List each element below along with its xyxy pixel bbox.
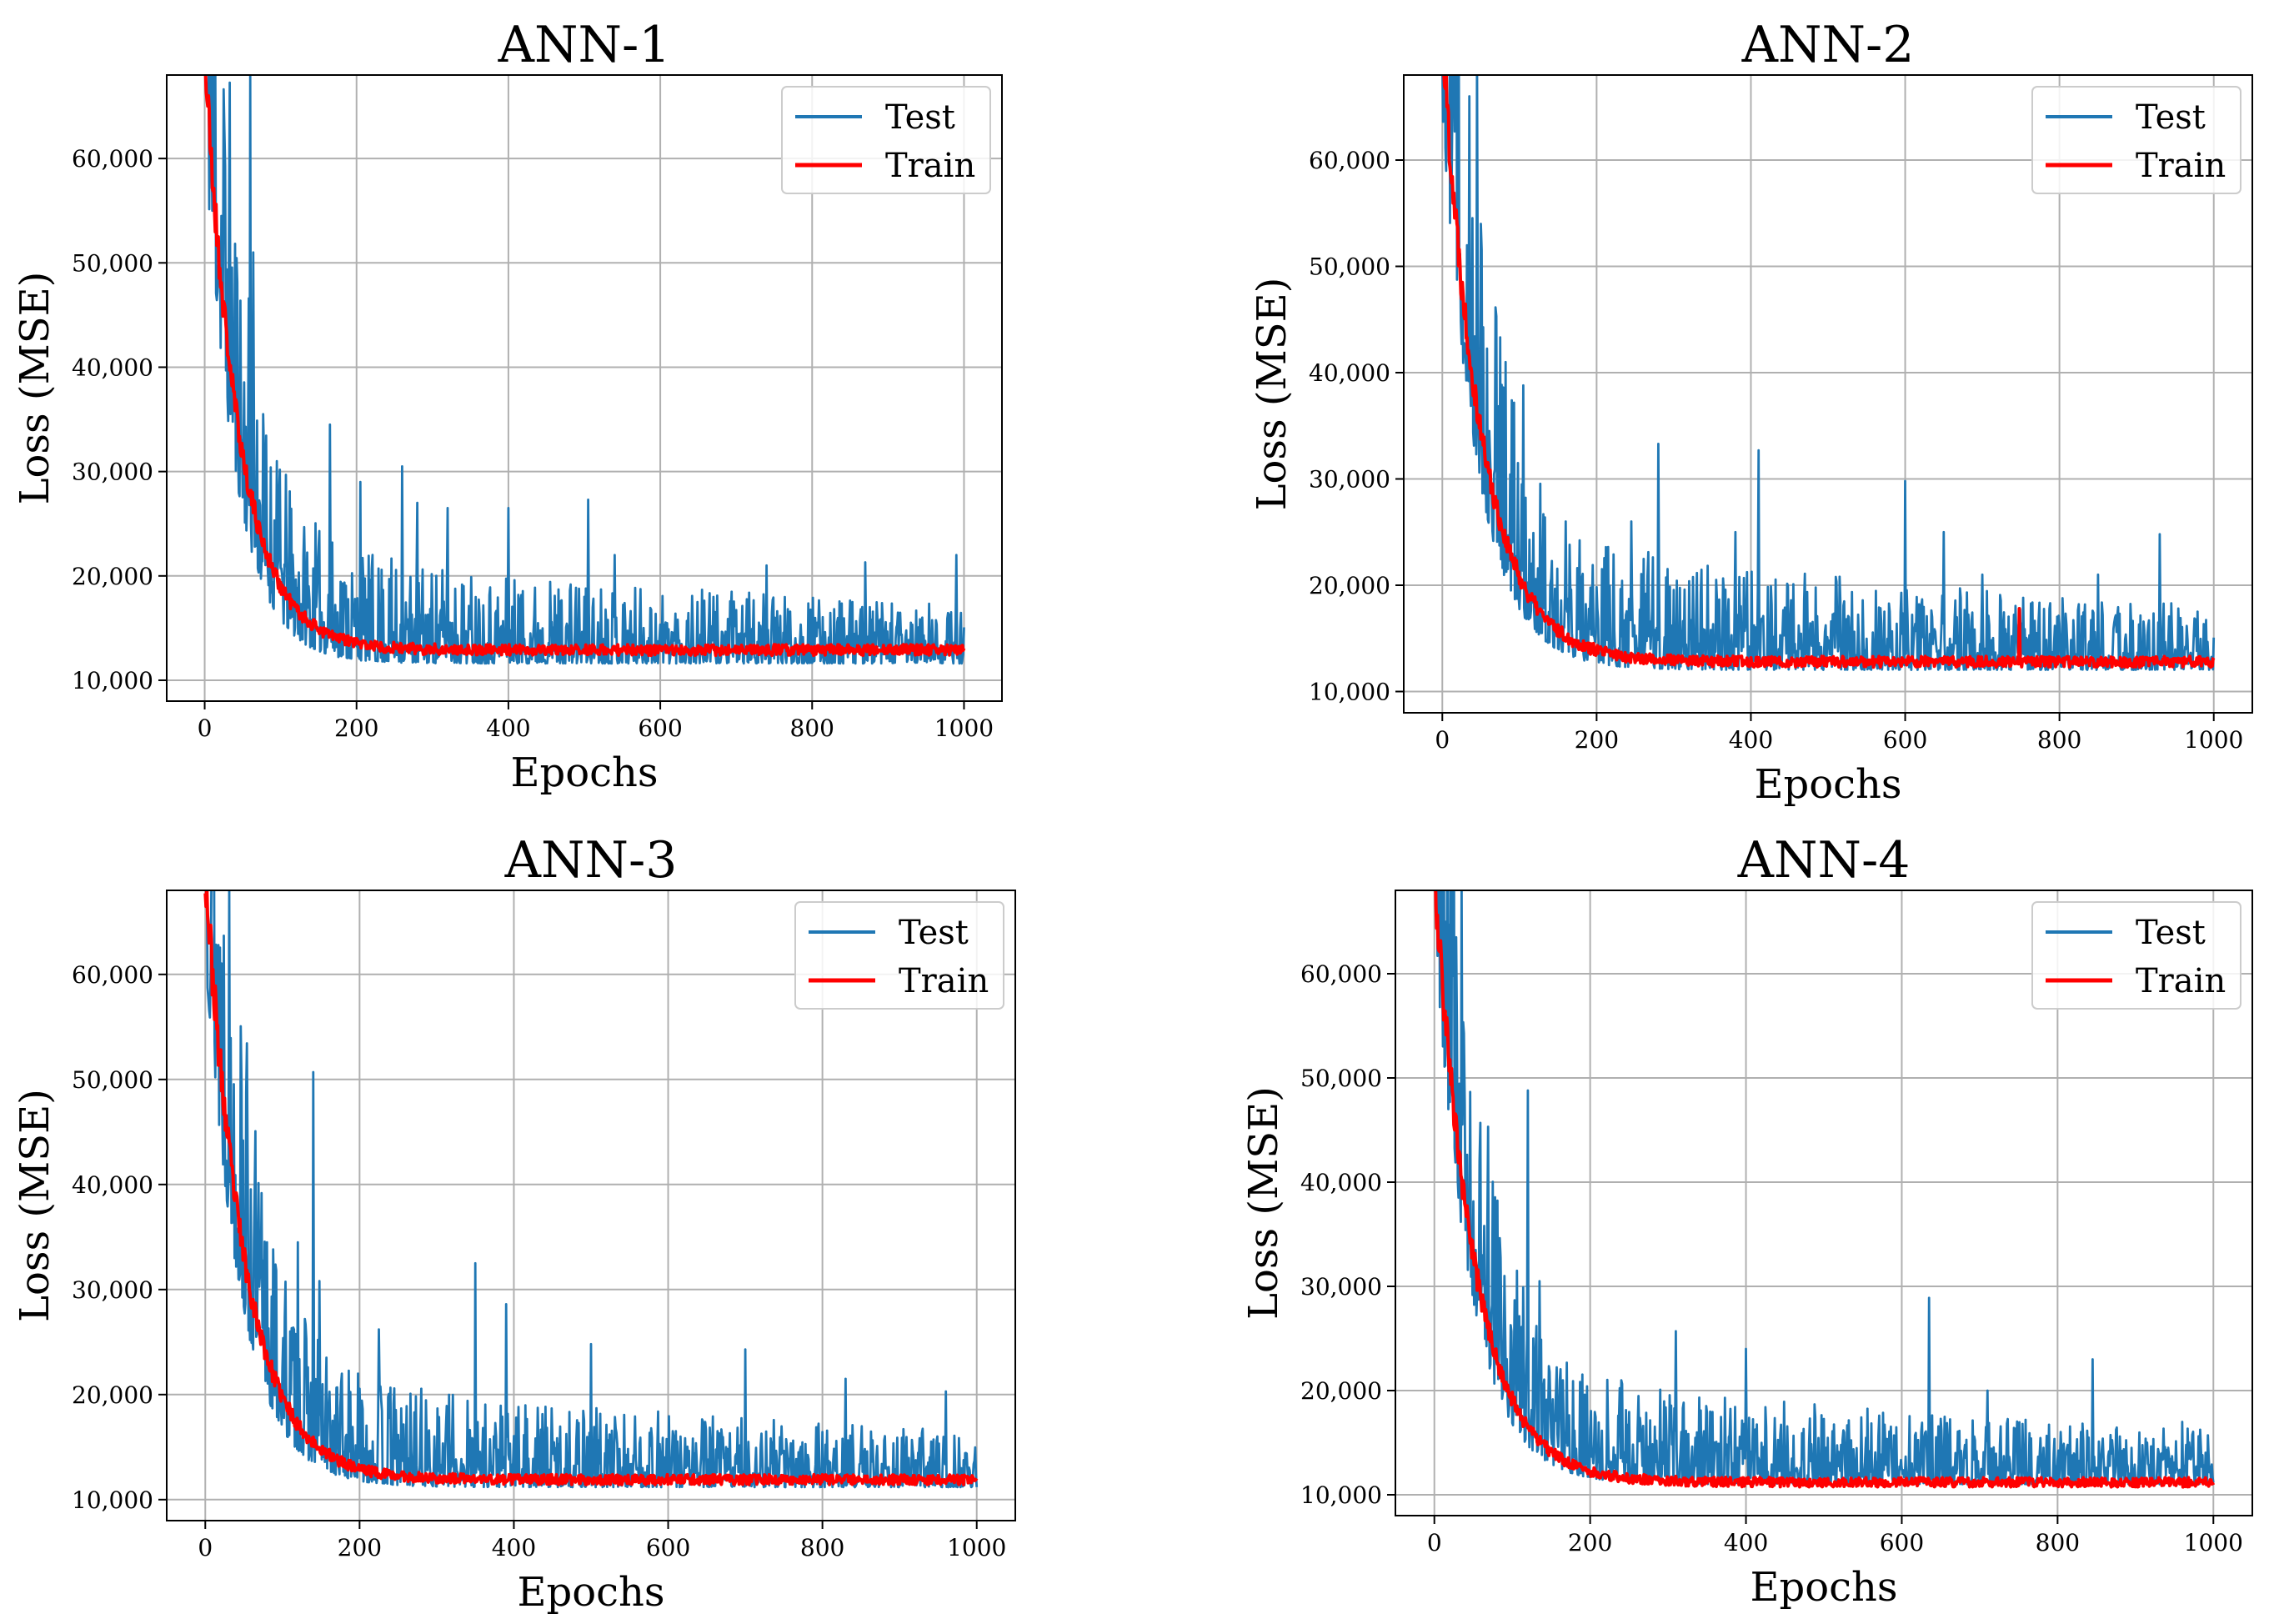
chart-title: ANN-4 <box>1737 831 1911 890</box>
x-tick-label: 400 <box>486 714 530 742</box>
series-line-test <box>204 890 979 1489</box>
y-tick-label: 60,000 <box>72 145 153 173</box>
y-tick-label: 50,000 <box>72 249 153 277</box>
x-axis-label: Epochs <box>510 749 658 796</box>
x-tick-label: 1000 <box>2184 726 2243 754</box>
x-tick-label: 200 <box>334 714 378 742</box>
x-tick-label: 0 <box>1427 1529 1442 1556</box>
chart-title: ANN-3 <box>504 831 678 890</box>
x-tick-label: 800 <box>790 714 834 742</box>
legend: Test Train <box>2031 86 2241 194</box>
axes-frame <box>1395 890 2253 1516</box>
axes-frame <box>166 74 1003 702</box>
x-axis-label: Epochs <box>517 1569 664 1616</box>
y-tick-label: 30,000 <box>1300 1273 1382 1301</box>
y-tick-label: 30,000 <box>72 1276 153 1304</box>
x-tick-label: 0 <box>1435 726 1450 754</box>
y-tick-label: 10,000 <box>72 667 153 694</box>
x-tick-label: 800 <box>2036 1529 2080 1556</box>
y-tick-label: 10,000 <box>1309 679 1390 706</box>
y-tick-label: 50,000 <box>1309 253 1390 281</box>
series-line-train <box>1442 75 2216 669</box>
subplot-1: 0 200 400 600 800 1000 10,000 20,000 30,000 40,00… <box>12 16 1003 796</box>
legend-label-train: Train <box>2136 962 2226 1000</box>
y-tick-label: 20,000 <box>72 563 153 590</box>
y-axis-label: Loss (MSE) <box>1240 1086 1287 1320</box>
x-axis-label: Epochs <box>1754 761 1901 808</box>
y-tick-label: 20,000 <box>1300 1377 1382 1405</box>
series-line-train <box>203 890 979 1486</box>
x-tick-label: 400 <box>492 1534 536 1561</box>
x-tick-label: 200 <box>1575 726 1619 754</box>
subplot-4: 0 200 400 600 800 1000 10,000 20,000 30,000 40,00… <box>1240 831 2253 1611</box>
x-tick-label: 0 <box>198 1534 213 1561</box>
y-tick-label: 50,000 <box>1300 1065 1382 1092</box>
y-tick-label: 50,000 <box>72 1066 153 1094</box>
x-tick-label: 400 <box>1729 726 1773 754</box>
legend-label-train: Train <box>2136 147 2226 185</box>
legend-label-train: Train <box>899 962 989 1000</box>
chart-title: ANN-1 <box>498 16 671 74</box>
legend-label-test: Test <box>2136 98 2206 137</box>
y-tick-label: 10,000 <box>1300 1481 1382 1509</box>
y-tick-label: 60,000 <box>72 961 153 989</box>
subplot-2: 0 200 400 600 800 1000 10,000 20,000 30,000 40,00… <box>1249 16 2253 808</box>
y-tick-label: 60,000 <box>1309 147 1390 174</box>
legend: Test Train <box>794 901 1004 1010</box>
y-axis-label: Loss (MSE) <box>12 272 58 505</box>
x-tick-label: 600 <box>638 714 682 742</box>
y-tick-label: 30,000 <box>1309 466 1390 494</box>
x-tick-label: 1000 <box>947 1534 1006 1561</box>
legend-label-test: Test <box>2136 914 2206 952</box>
axes-frame <box>1403 74 2253 714</box>
x-tick-label: 200 <box>1568 1529 1612 1556</box>
axes-frame <box>166 890 1016 1521</box>
x-tick-label: 800 <box>800 1534 844 1561</box>
series-line-test <box>1435 890 2215 1486</box>
x-axis-label: Epochs <box>1750 1564 1897 1611</box>
y-axis-label: Loss (MSE) <box>12 1089 58 1322</box>
y-tick-label: 20,000 <box>1309 572 1390 599</box>
series-line-train <box>1434 890 2216 1489</box>
legend-label-train: Train <box>885 147 975 185</box>
x-tick-label: 600 <box>1883 726 1927 754</box>
y-tick-label: 10,000 <box>72 1486 153 1514</box>
x-tick-label: 200 <box>338 1534 382 1561</box>
series-line-train <box>203 75 966 658</box>
y-tick-label: 20,000 <box>72 1381 153 1409</box>
x-tick-label: 800 <box>2037 726 2081 754</box>
legend: Test Train <box>2031 901 2241 1010</box>
y-tick-label: 40,000 <box>1309 359 1390 387</box>
x-tick-label: 1000 <box>2184 1529 2243 1556</box>
y-tick-label: 30,000 <box>72 459 153 486</box>
y-tick-label: 60,000 <box>1300 960 1382 988</box>
legend-label-test: Test <box>899 914 969 952</box>
y-tick-label: 40,000 <box>72 353 153 381</box>
y-axis-label: Loss (MSE) <box>1249 278 1295 511</box>
legend: Test Train <box>781 86 991 194</box>
x-tick-label: 400 <box>1724 1529 1768 1556</box>
x-tick-label: 600 <box>646 1534 690 1561</box>
x-tick-label: 600 <box>1880 1529 1924 1556</box>
y-tick-label: 40,000 <box>1300 1169 1382 1196</box>
legend-label-test: Test <box>885 98 955 137</box>
x-tick-label: 1000 <box>934 714 994 742</box>
chart-title: ANN-2 <box>1741 16 1915 74</box>
y-tick-label: 40,000 <box>72 1171 153 1199</box>
series-line-test <box>1441 75 2216 671</box>
subplot-3: 0 200 400 600 800 1000 10,000 20,000 30,000 40,00… <box>12 831 1016 1616</box>
x-tick-label: 0 <box>198 714 213 742</box>
